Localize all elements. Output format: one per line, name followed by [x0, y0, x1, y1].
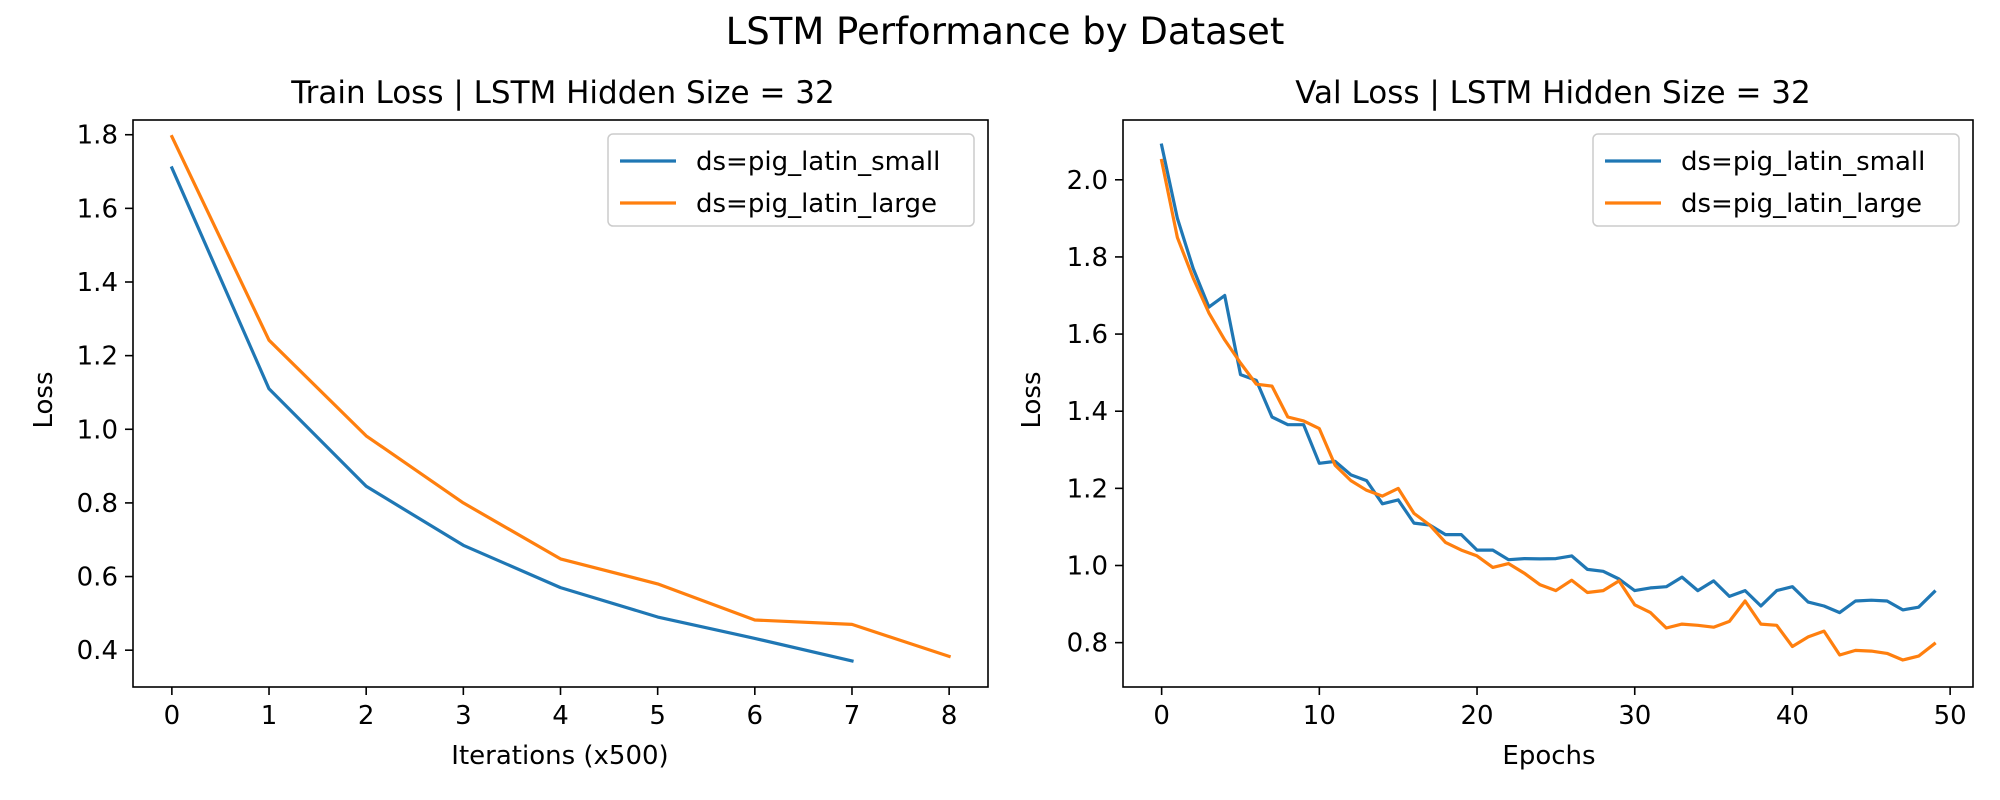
train-loss-ytick-label: 0.6 [77, 563, 118, 593]
train-loss-xtick-label: 3 [455, 701, 472, 731]
train-loss-legend-box [607, 133, 975, 227]
val-loss-xtick-label: 30 [1618, 701, 1651, 731]
train-loss-xtick-label: 1 [261, 701, 278, 731]
train-loss-title: Train Loss | LSTM Hidden Size = 32 [290, 75, 834, 111]
train-loss-ytick-label: 0.4 [77, 636, 118, 666]
train-loss-xtick-label: 8 [941, 701, 958, 731]
train-loss-xtick-label: 0 [164, 701, 181, 731]
train-loss-subplot: Train Loss | LSTM Hidden Size = 32 Itera… [29, 75, 989, 771]
train-loss-ytick-label: 1.0 [77, 415, 118, 445]
val-loss-ytick-label: 1.8 [1067, 243, 1108, 273]
train-loss-ytick-label: 0.8 [77, 489, 118, 519]
train-loss-legend-label: ds=pig_latin_large [696, 189, 937, 219]
val-loss-xtick-label: 50 [1934, 701, 1967, 731]
val-loss-axes-frame [1122, 119, 1974, 688]
train-loss-xtick-label: 6 [747, 701, 764, 731]
train-loss-series [169, 134, 952, 663]
val-loss-ytick-label: 1.6 [1067, 320, 1108, 350]
val-loss-ytick-label: 0.8 [1067, 629, 1108, 659]
val-loss-ytick-label: 1.4 [1067, 397, 1108, 427]
val-loss-series [1159, 143, 1937, 662]
val-loss-subplot: Val Loss | LSTM Hidden Size = 32 Epochs … [1017, 75, 1974, 771]
train-loss-ytick-label: 1.6 [77, 194, 118, 224]
val-loss-xtick-label: 20 [1460, 701, 1493, 731]
train-loss-xtick-label: 4 [552, 701, 569, 731]
train-loss-ytick-label: 1.8 [77, 121, 118, 151]
train-loss-legend: ds=pig_latin_small ds=pig_latin_large [607, 133, 975, 227]
val-loss-series-line-2 [1159, 158, 1937, 662]
train-loss-xtick-label: 7 [844, 701, 861, 731]
val-loss-xlabel: Epochs [1502, 741, 1595, 771]
val-loss-ylabel: Loss [1017, 371, 1047, 428]
train-loss-legend-label: ds=pig_latin_small [696, 147, 940, 177]
train-loss-xtick-label: 5 [649, 701, 666, 731]
val-loss-xtick-label: 40 [1776, 701, 1809, 731]
train-loss-axes-frame [132, 119, 989, 688]
val-loss-title: Val Loss | LSTM Hidden Size = 32 [1295, 75, 1811, 111]
val-loss-series-line-1 [1159, 143, 1937, 615]
train-loss-series-line-2 [169, 134, 952, 659]
train-loss-ytick-label: 1.4 [77, 268, 118, 298]
train-loss-ticks: 0 1 2 3 4 5 6 7 8 0.4 0.6 0.8 1.0 1.2 1.4 1.6 1.8 [77, 121, 958, 731]
val-loss-ytick-label: 1.0 [1067, 552, 1108, 582]
val-loss-legend: ds=pig_latin_small ds=pig_latin_large [1592, 133, 1960, 227]
val-loss-ytick-label: 2.0 [1067, 166, 1108, 196]
val-loss-legend-label: ds=pig_latin_small [1681, 147, 1925, 177]
train-loss-xlabel: Iterations (x500) [451, 741, 668, 771]
train-loss-xtick-label: 2 [358, 701, 375, 731]
val-loss-legend-box [1592, 133, 1960, 227]
val-loss-xtick-label: 0 [1153, 701, 1170, 731]
val-loss-xtick-label: 10 [1303, 701, 1336, 731]
val-loss-ticks: 0 10 20 30 40 50 0.8 1.0 1.2 1.4 1.6 1.8 2.0 [1067, 166, 1967, 731]
val-loss-legend-label: ds=pig_latin_large [1681, 189, 1922, 219]
figure-title: LSTM Performance by Dataset [726, 10, 1285, 53]
val-loss-ytick-label: 1.2 [1067, 474, 1108, 504]
train-loss-ylabel: Loss [29, 371, 59, 428]
train-loss-series-line-1 [169, 165, 854, 663]
train-loss-ytick-label: 1.2 [77, 342, 118, 372]
